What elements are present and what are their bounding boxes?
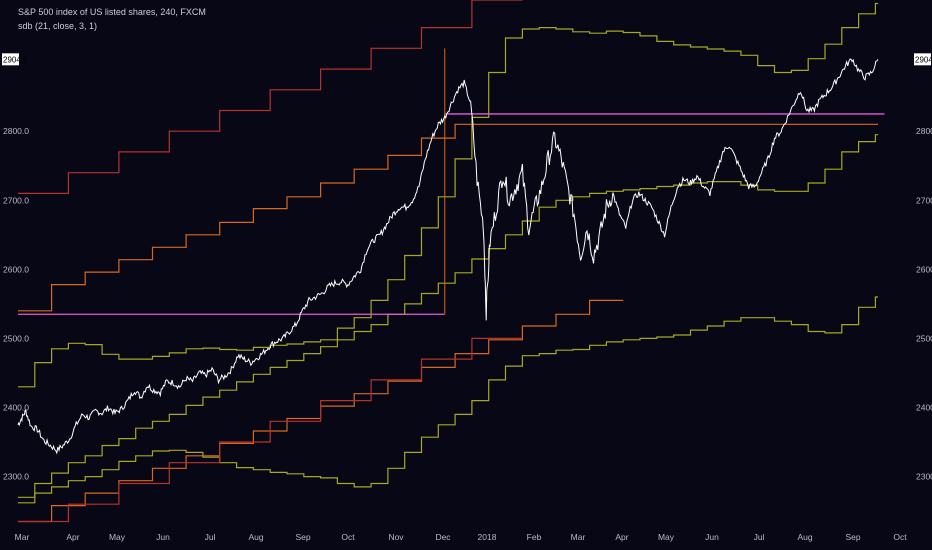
y-tick-right-3: 2500.0 [916,333,932,343]
x-tick-17: Aug [797,532,812,542]
x-tick-5: Aug [248,532,263,542]
x-tick-12: Mar [571,532,586,542]
price-label-box-right [914,53,931,66]
x-tick-11: Feb [527,532,542,542]
y-tick-left-3: 2500.0 [3,333,29,343]
band-line-olive-2 [18,296,878,504]
band-line-olive-1 [18,134,878,498]
chart-title: S&P 500 index of US listed shares, 240, … [18,7,206,17]
price-label-box-left [2,53,19,66]
x-tick-15: Jun [705,532,719,542]
y-tick-right-0: 2800.0 [916,126,932,136]
x-tick-19: Oct [893,532,907,542]
x-tick-13: Apr [615,532,628,542]
y-tick-right-2: 2600.0 [916,264,932,274]
band-line-orange-3 [18,123,878,312]
y-tick-right-5: 2300.0 [916,472,932,482]
x-tick-2: May [109,532,126,542]
x-tick-0: Mar [15,532,30,542]
price-label-left: 2904.1 [3,55,28,64]
y-tick-left-1: 2700.0 [3,195,29,205]
x-tick-16: Jul [754,532,765,542]
y-tick-left-0: 2800.0 [3,126,29,136]
band-line-red-5 [18,0,523,194]
band-line-olive-0 [18,2,878,388]
x-tick-18: Sep [845,532,860,542]
x-tick-9: Dec [435,532,451,542]
band-line-red-6 [18,337,523,523]
x-tick-1: Apr [66,532,79,542]
study-label: sdb (21, close, 3, 1) [18,21,98,31]
y-tick-left-5: 2300.0 [3,472,29,482]
x-tick-8: Nov [388,532,404,542]
x-tick-4: Jul [205,532,216,542]
x-tick-14: May [658,532,675,542]
price-label-right: 2904.1 [915,55,932,64]
y-tick-right-4: 2400.0 [916,402,932,412]
x-tick-3: Jun [156,532,170,542]
y-tick-right-1: 2700.0 [916,195,932,205]
y-tick-left-4: 2400.0 [3,402,29,412]
x-tick-7: Oct [341,532,355,542]
price-line [17,58,879,455]
y-tick-left-2: 2600.0 [3,264,29,274]
x-tick-6: Sep [295,532,310,542]
x-tick-10: 2018 [478,532,497,542]
